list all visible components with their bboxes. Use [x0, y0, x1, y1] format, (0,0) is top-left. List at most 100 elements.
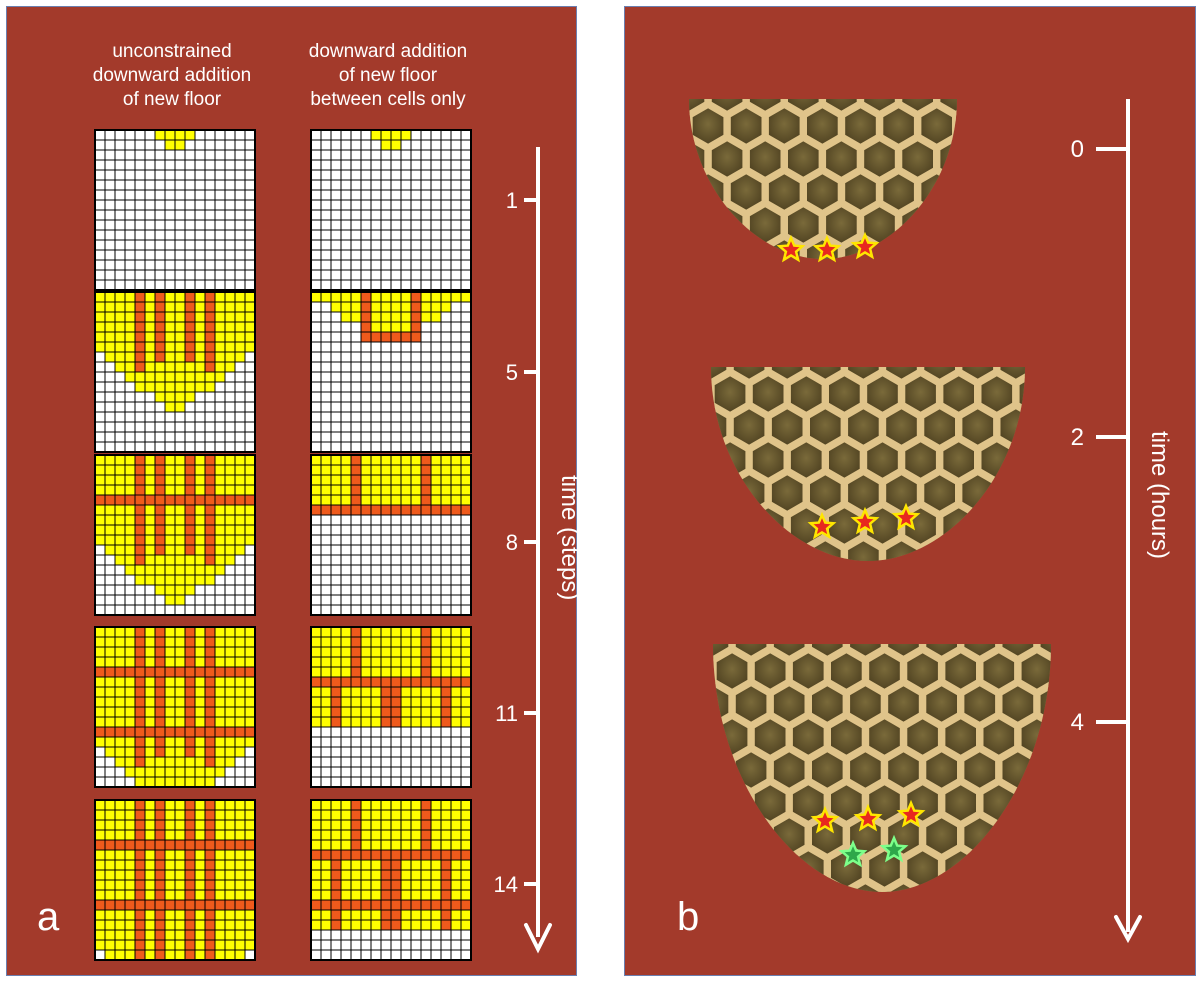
grid-cell: [310, 411, 322, 423]
grid-cell: [440, 351, 452, 363]
grid-cell: [320, 391, 332, 403]
grid-cell: [144, 766, 156, 778]
grid-cell: [430, 919, 442, 931]
grid-cell: [134, 829, 146, 841]
grid-cell: [154, 776, 166, 788]
grid-cell: [154, 706, 166, 718]
grid-cell: [134, 159, 146, 171]
grid-cell: [164, 239, 176, 251]
comb-cell: [713, 714, 714, 760]
grid-cell: [224, 169, 236, 181]
grid-cell: [154, 381, 166, 393]
comb-cell: [1015, 437, 1025, 483]
grid-cell: [400, 464, 412, 476]
grid-cell: [420, 524, 432, 536]
grid-cell: [244, 341, 256, 353]
grid-cell: [450, 301, 462, 313]
grid-cell: [214, 604, 226, 616]
grid-cell: [380, 696, 392, 708]
grid-cell: [330, 799, 342, 811]
comb-cell: [960, 747, 1000, 793]
grid-cell: [360, 371, 372, 383]
grid-cell: [144, 381, 156, 393]
grid-cell: [174, 149, 186, 161]
grid-cell: [174, 331, 186, 343]
grid-cell: [460, 889, 472, 901]
grid-cell: [164, 594, 176, 606]
grid-cell: [204, 776, 216, 788]
grid-cell: [154, 321, 166, 333]
grid-cell: [330, 636, 342, 648]
grid-cell: [450, 524, 462, 536]
grid-cell: [204, 504, 216, 516]
grid-cell: [154, 594, 166, 606]
grid-cell: [390, 909, 402, 921]
grid-cell: [214, 909, 226, 921]
grid-cell: [204, 899, 216, 911]
grid-cell: [234, 809, 246, 821]
grid-cell: [450, 341, 462, 353]
grid-cell: [410, 584, 422, 596]
grid-cell: [350, 636, 362, 648]
grid-cell: [214, 474, 226, 486]
grid-cell: [104, 676, 116, 688]
grid-cell: [310, 454, 322, 466]
grid-cell: [420, 686, 432, 698]
grid-cell: [124, 859, 136, 871]
grid-cell: [370, 291, 382, 303]
grid-cell: [390, 431, 402, 443]
grid-cell: [450, 229, 462, 241]
grid-cell: [194, 454, 206, 466]
grid-cell: [174, 879, 186, 891]
grid-cell: [104, 219, 116, 231]
grid-cell: [340, 604, 352, 616]
comb-cell: [979, 714, 1019, 760]
grid-cell: [154, 239, 166, 251]
grid-cell: [234, 401, 246, 413]
grid-cell: [360, 909, 372, 921]
grid-cell: [380, 909, 392, 921]
grid-cell: [204, 666, 216, 678]
grid-cell: [400, 534, 412, 546]
grid-cell: [204, 879, 216, 891]
comb-cell: [941, 714, 980, 760]
grid-cell: [440, 361, 452, 373]
grid-cell: [104, 829, 116, 841]
grid-cell: [380, 716, 392, 728]
comb-cell: [922, 747, 961, 793]
grid-cell: [380, 371, 392, 383]
grid-cell: [350, 229, 362, 241]
grid-cell: [124, 381, 136, 393]
grid-cell: [234, 311, 246, 323]
grid-cell: [224, 809, 236, 821]
grid-cell: [94, 909, 106, 921]
grid-cell: [420, 746, 432, 758]
grid-cell: [430, 189, 442, 201]
grid-cell: [340, 909, 352, 921]
grid-cell: [94, 716, 106, 728]
grid-cell: [380, 574, 392, 586]
grid-cell: [420, 839, 432, 851]
grid-cell: [430, 504, 442, 516]
grid-cell: [164, 321, 176, 333]
grid-cell: [400, 331, 412, 343]
grid-cell: [164, 889, 176, 901]
grid-cell: [234, 676, 246, 688]
grid-cell: [390, 371, 402, 383]
grid-cell: [460, 746, 472, 758]
grid-cell: [134, 371, 146, 383]
grid-cell: [360, 421, 372, 433]
grid-cell: [460, 269, 472, 281]
grid-cell: [410, 391, 422, 403]
grid-cell: [234, 129, 246, 141]
grid-cell: [234, 574, 246, 586]
grid-cell: [134, 939, 146, 951]
grid-cell: [460, 301, 472, 313]
grid-cell: [174, 849, 186, 861]
grid-cell: [184, 909, 196, 921]
grid-cell: [320, 574, 332, 586]
grid-cell: [174, 129, 186, 141]
grid-cell: [124, 169, 136, 181]
grid-cell: [224, 899, 236, 911]
grid-cell: [114, 829, 126, 841]
